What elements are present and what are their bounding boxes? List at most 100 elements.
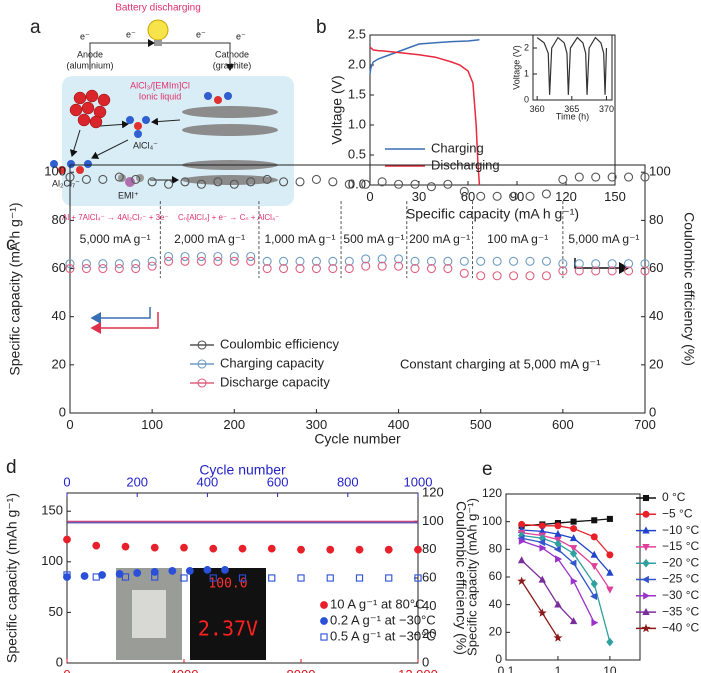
data-point (640, 259, 650, 269)
plot-frame (369, 34, 616, 186)
y-tick-label: 40 (489, 597, 503, 611)
data-point (131, 259, 141, 269)
data-point (624, 259, 634, 269)
data-point (295, 177, 305, 187)
series-line (521, 559, 575, 622)
x-tick-label: 10 (603, 664, 617, 673)
series-line (521, 523, 611, 556)
data-point (569, 559, 577, 567)
axis-arrow (90, 312, 159, 334)
data-point (355, 545, 364, 554)
legend-marker (642, 544, 650, 552)
data-point (590, 579, 598, 589)
data-point (133, 569, 142, 577)
aluminium-cluster (69, 89, 111, 129)
y-axis-title: Specific capacity (mAh g⁻¹) (464, 498, 479, 656)
electron-label: e⁻ (80, 31, 90, 41)
panel-label: d (6, 457, 17, 478)
data-point (63, 535, 71, 544)
data-point (607, 259, 617, 269)
data-point (538, 538, 546, 547)
plot-frame (69, 164, 646, 414)
legend-marker (320, 633, 328, 641)
data-point (121, 542, 130, 551)
cathode-label: Cathode (215, 49, 249, 59)
data-point (554, 529, 562, 537)
x2-tick-label: 200 (126, 475, 148, 490)
data-point (574, 172, 584, 182)
data-point (355, 574, 364, 582)
data-point (114, 259, 124, 269)
data-point (168, 567, 177, 575)
data-point (541, 271, 551, 281)
data-point (492, 271, 502, 281)
x-axis-title: Time (h) (556, 111, 589, 121)
data-point (262, 263, 272, 274)
y2-tick-label: 80 (649, 212, 663, 227)
data-point (180, 251, 190, 262)
y-tick-label: 20 (489, 625, 503, 639)
y-tick-label: 150 (41, 503, 63, 518)
data-point (98, 263, 108, 274)
data-point (590, 533, 598, 541)
y-tick-label: 100 (44, 164, 66, 179)
legend-marker (642, 494, 650, 502)
data-point (384, 545, 393, 554)
data-point (476, 256, 486, 266)
data-point (525, 256, 535, 266)
data-point (476, 271, 486, 281)
data-point (328, 263, 338, 274)
legend-label: −30 °C (662, 588, 699, 602)
data-point (570, 518, 577, 525)
legend-label: 0.2 A g⁻¹ at −30°C (330, 612, 436, 627)
data-point (311, 263, 321, 274)
data-point (569, 617, 578, 625)
wire (162, 42, 234, 71)
electrolyte-label: AlCl₃/[EMIm]Cl (130, 80, 190, 90)
data-point (238, 574, 247, 582)
data-point (443, 179, 453, 189)
data-point (209, 574, 217, 582)
data-point (361, 261, 371, 271)
data-point (328, 177, 338, 187)
data-point (185, 567, 194, 575)
x-tick-label: 200 (223, 417, 245, 432)
data-point (344, 179, 354, 189)
data-point (246, 177, 256, 187)
legend-label: Coulombic efficiency (220, 336, 339, 351)
x-tick-label: 100 (141, 417, 163, 432)
x2-axis-title: Cycle number (199, 462, 286, 478)
data-point (558, 174, 568, 184)
legend-marker (197, 340, 207, 350)
y2-axis-title: Coulombic efficiency (%) (681, 212, 697, 366)
legend-marker (643, 592, 651, 600)
bulb-caption: Battery discharging (115, 3, 201, 14)
data-point (624, 172, 634, 182)
y-tick-label: 0 (59, 404, 66, 419)
y-tick-label: 0.0 (348, 176, 366, 191)
data-point (221, 566, 229, 574)
y2-tick-label: 120 (422, 484, 444, 499)
y-tick-label: 50 (49, 604, 63, 619)
x-tick-label: 360 (530, 104, 545, 114)
data-point (606, 637, 614, 647)
photo-beaker (132, 590, 166, 638)
series-line (521, 534, 611, 643)
x-tick-label: 1 (555, 664, 562, 673)
wire (89, 39, 155, 70)
x2-tick-label: 0 (63, 475, 70, 490)
electron-label: e⁻ (196, 29, 206, 39)
data-point (98, 174, 108, 184)
data-point (151, 573, 159, 581)
x-tick-label: 0 (63, 667, 70, 673)
x-tick-label: 0 (66, 417, 73, 432)
y2-tick-label: 60 (422, 569, 436, 584)
data-point (443, 263, 453, 274)
data-point (150, 543, 159, 552)
data-point (92, 573, 100, 581)
plot-frame (532, 34, 613, 101)
data-point (414, 574, 422, 582)
data-point (569, 545, 578, 553)
y2-tick-label: 0 (649, 404, 656, 419)
